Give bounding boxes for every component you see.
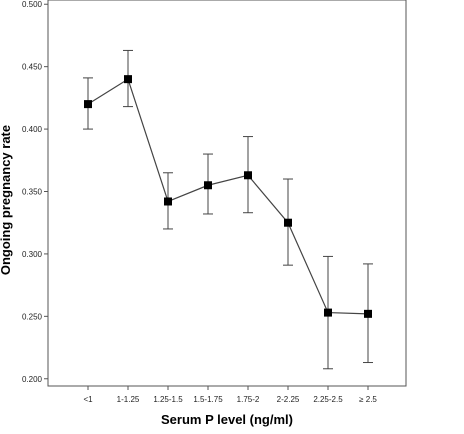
data-point	[164, 197, 172, 206]
y-tick-label: 0.450	[22, 63, 43, 72]
x-tick-label: <1	[83, 395, 93, 404]
y-tick-label: 0.400	[22, 125, 43, 134]
x-tick-label: 2-2.25	[277, 395, 300, 404]
y-tick-label: 0.500	[22, 0, 43, 9]
data-point	[244, 171, 252, 180]
x-tick-label: 1-1.25	[117, 395, 140, 404]
plot-frame	[47, 0, 407, 387]
data-point	[124, 75, 132, 84]
series-line	[87, 78, 369, 315]
x-tick-label: 1.75-2	[237, 395, 260, 404]
y-tick-label: 0.250	[22, 312, 43, 321]
x-tick-label: 2.25-2.5	[313, 395, 343, 404]
y-axis: 0.200 0.250 0.300 0.350 0.400 0.450 0.500	[22, 0, 48, 384]
data-point	[324, 308, 332, 317]
x-axis-title: Serum P level (ng/ml)	[161, 412, 293, 427]
y-axis-title: Ongoing pregnancy rate	[0, 125, 13, 275]
x-tick-label: ≥ 2.5	[359, 395, 377, 404]
y-tick-label: 0.350	[22, 188, 43, 197]
y-tick-label: 0.300	[22, 250, 43, 259]
y-tick-label: 0.200	[22, 375, 43, 384]
x-axis: <1 1-1.25 1.25-1.5 1.5-1.75 1.75-2 2-2.25 2.25…	[83, 386, 377, 404]
data-point	[364, 309, 372, 318]
data-point	[284, 218, 292, 227]
data-point	[204, 181, 212, 190]
data-points	[84, 75, 372, 318]
data-point	[84, 100, 92, 109]
error-bars	[83, 49, 373, 370]
x-tick-label: 1.25-1.5	[153, 395, 183, 404]
x-tick-label: 1.5-1.75	[193, 395, 223, 404]
